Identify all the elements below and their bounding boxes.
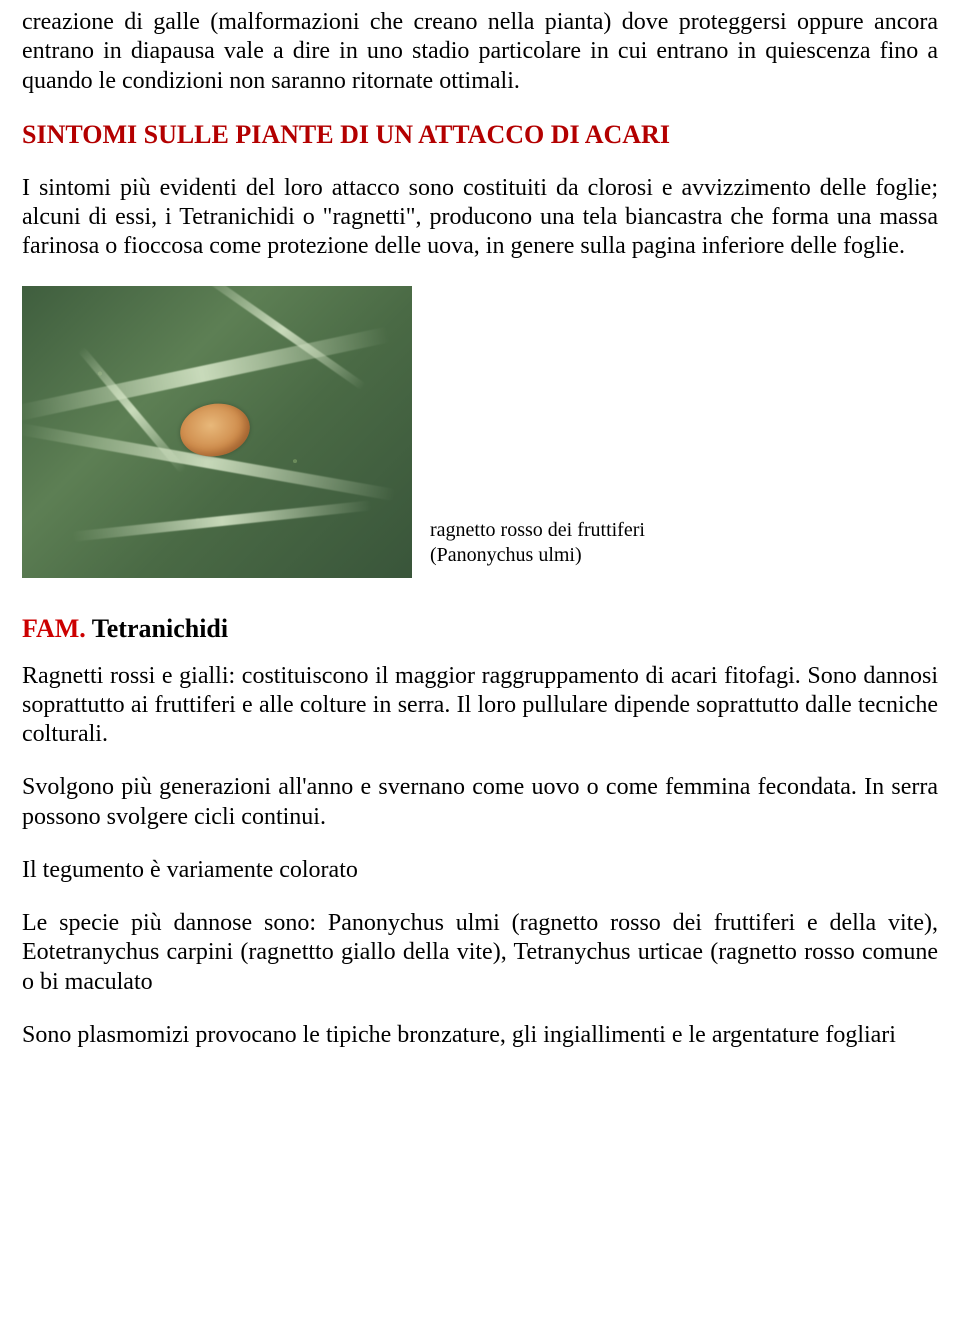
caption-line-1: ragnetto rosso dei fruttiferi [430,519,645,541]
fam-label-black: Tetranichidi [86,614,228,643]
symptoms-heading: SINTOMI SULLE PIANTE DI UN ATTACCO DI AC… [22,120,938,150]
fam-label-red: FAM. [22,614,86,643]
symptoms-paragraph: I sintomi più evidenti del loro attacco … [22,174,938,262]
fam-subheading: FAM. Tetranichidi [22,614,938,644]
fam-paragraph-4: Le specie più dannose sono: Panonychus u… [22,909,938,997]
figure-row: ragnetto rosso dei fruttiferi (Panonychu… [22,286,938,578]
fam-paragraph-2: Svolgono più generazioni all'anno e sver… [22,773,938,832]
intro-paragraph: creazione di galle (malformazioni che cr… [22,8,938,96]
mite-photo [22,286,412,578]
caption-line-2: (Panonychus ulmi) [430,544,582,566]
fam-paragraph-5: Sono plasmomizi provocano le tipiche bro… [22,1021,938,1050]
fam-paragraph-1: Ragnetti rossi e gialli: costituiscono i… [22,662,938,750]
fam-paragraph-3: Il tegumento è variamente colorato [22,856,938,885]
figure-caption: ragnetto rosso dei fruttiferi (Panonychu… [430,518,645,578]
